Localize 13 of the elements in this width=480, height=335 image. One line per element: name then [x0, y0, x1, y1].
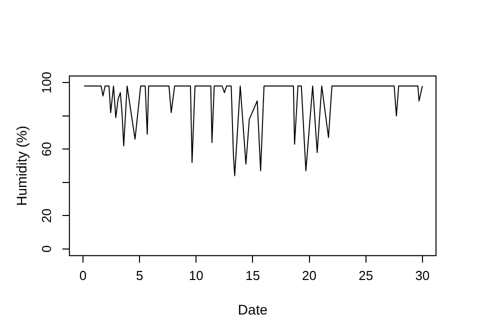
y-axis-title: Humidity (%): [13, 126, 30, 206]
y-tick-label: 0: [39, 245, 54, 253]
x-tick-label: 15: [245, 268, 260, 283]
x-tick-label: 20: [302, 268, 317, 283]
y-tick-label: 100: [39, 72, 54, 94]
y-tick-label: 20: [39, 208, 54, 223]
x-tick-label: 25: [358, 268, 374, 283]
x-tick-label: 10: [188, 268, 204, 283]
x-tick-label: 0: [79, 268, 87, 283]
y-tick-label: 60: [39, 142, 54, 156]
x-axis-title: Date: [238, 301, 268, 318]
x-tick-label: 30: [415, 268, 430, 283]
x-tick-label: 5: [136, 268, 144, 283]
